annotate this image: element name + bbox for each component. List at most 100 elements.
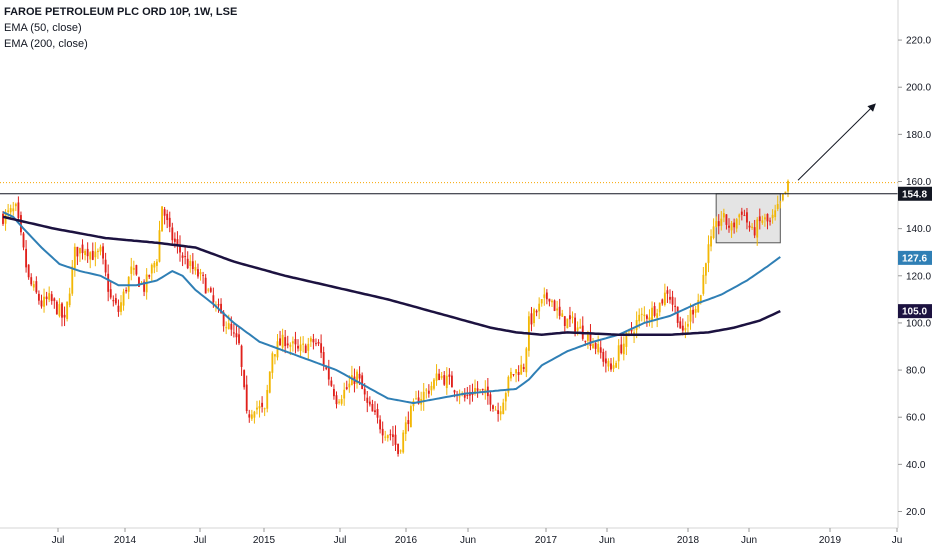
candle-body [728, 225, 730, 228]
candle-body [389, 434, 392, 436]
candle-body [253, 411, 256, 418]
ema200-legend-label: EMA (200, close) [4, 38, 88, 50]
candle-body [751, 226, 754, 228]
candle-body [197, 269, 199, 277]
candle-body [702, 274, 705, 294]
candle-body [155, 261, 158, 266]
candle-body [94, 251, 97, 258]
candle-body [261, 402, 264, 407]
x-tick-label: 2019 [819, 535, 842, 546]
candle-body [576, 327, 579, 331]
candle-body [533, 309, 535, 324]
candle-body [481, 388, 484, 390]
candle-body [320, 343, 323, 353]
y-tick-label: 40.0 [906, 460, 926, 471]
candle-body [512, 374, 515, 376]
candle-body [86, 248, 89, 257]
candle-body [746, 212, 748, 223]
candle-body [761, 220, 764, 223]
candle-body [715, 221, 718, 228]
candle-body [345, 387, 348, 390]
candle-body [569, 315, 571, 320]
candle-body [371, 403, 374, 412]
candle-body [322, 352, 325, 365]
candle-body [238, 334, 240, 344]
candle-body [286, 343, 289, 346]
y-tick-label: 160.0 [906, 177, 931, 188]
candle-body [289, 344, 292, 347]
candle-body [181, 255, 184, 258]
candle-body [640, 313, 643, 315]
candle-body [217, 304, 220, 306]
candle-body [645, 315, 648, 319]
candle-body [556, 308, 559, 311]
candle-body [397, 443, 399, 454]
candle-body [753, 227, 756, 236]
candle-body [781, 193, 784, 201]
candle-body [109, 289, 112, 298]
candle-body [317, 341, 320, 344]
candle-body [679, 321, 682, 329]
candle-body [25, 248, 28, 268]
candle-body [771, 214, 774, 219]
candle-body [615, 362, 618, 368]
candle-body [651, 307, 653, 321]
candle-body [376, 408, 379, 418]
candle-body [14, 203, 17, 207]
candle-body [279, 338, 281, 346]
candle-body [707, 244, 710, 263]
candle-body [763, 217, 766, 220]
candle-body [453, 390, 456, 393]
candle-body [579, 326, 582, 329]
y-tick-label: 120.0 [906, 271, 931, 282]
x-tick-label: 2016 [395, 535, 418, 546]
candle-body [227, 323, 230, 330]
candle-body [250, 414, 253, 419]
candle-body [9, 208, 12, 213]
candle-body [243, 370, 246, 388]
candle-body [633, 332, 636, 335]
candle-body [476, 388, 479, 391]
candle-body [589, 332, 592, 346]
candle-body [209, 288, 212, 292]
candle-body [150, 264, 153, 274]
candle-body [48, 293, 51, 300]
candle-body [71, 266, 74, 294]
candle-body [225, 327, 228, 329]
candle-body [171, 227, 174, 241]
candle-body [361, 375, 364, 389]
candle-body [553, 300, 556, 311]
candle-body [63, 314, 66, 318]
candle-body [274, 354, 276, 357]
candle-body [669, 296, 671, 300]
candle-body [563, 316, 566, 327]
candle-body [79, 247, 81, 254]
candle-body [494, 409, 497, 411]
target-arrow [797, 103, 876, 181]
candle-body [330, 380, 333, 386]
candle-body [402, 432, 405, 453]
candle-body [474, 387, 476, 394]
candle-body [586, 334, 589, 341]
candle-body [522, 367, 525, 369]
candle-body [725, 214, 728, 225]
candle-body [58, 304, 61, 317]
price-tag-label: 154.8 [902, 189, 927, 200]
candle-body [502, 402, 505, 414]
candle-body [363, 388, 366, 395]
candle-body [340, 398, 343, 404]
candle-body [738, 214, 741, 218]
candle-body [574, 317, 576, 332]
candle-body [17, 202, 20, 218]
candle-body [333, 388, 335, 397]
candle-body [535, 310, 538, 313]
candle-body [99, 246, 102, 252]
candle-body [697, 299, 700, 313]
candle-body [384, 436, 387, 438]
candle-body [394, 434, 397, 445]
ema-lines [2, 211, 781, 405]
candle-body [263, 408, 266, 410]
candle-body [327, 368, 330, 380]
candles [2, 179, 789, 457]
